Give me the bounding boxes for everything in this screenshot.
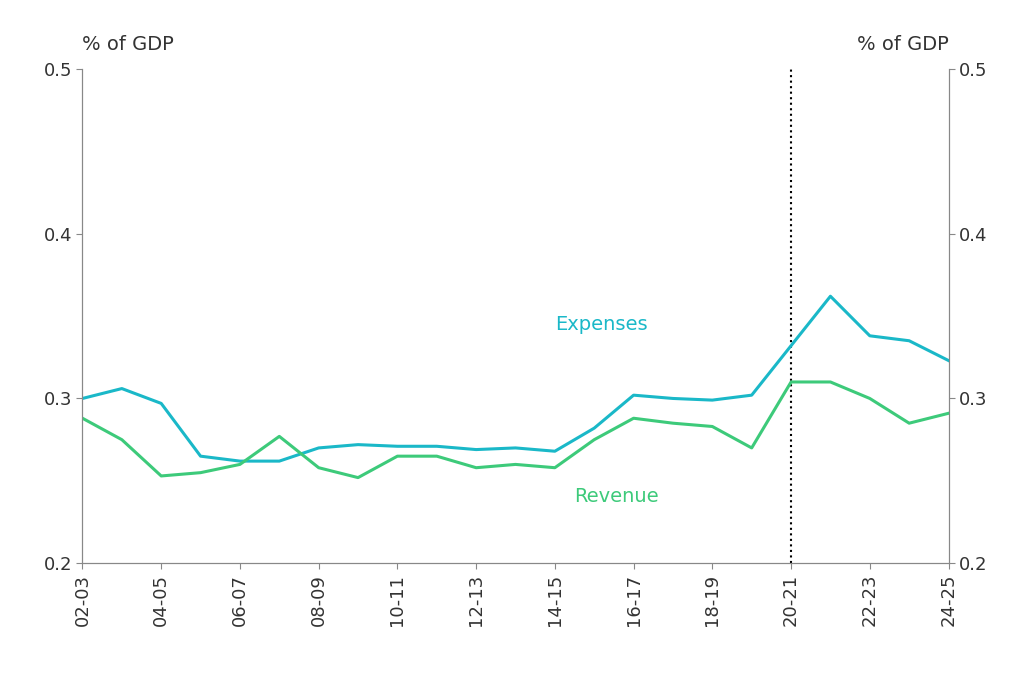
Text: % of GDP: % of GDP (857, 35, 949, 54)
Text: % of GDP: % of GDP (82, 35, 174, 54)
Text: Revenue: Revenue (574, 486, 659, 506)
Text: Expenses: Expenses (555, 315, 647, 334)
